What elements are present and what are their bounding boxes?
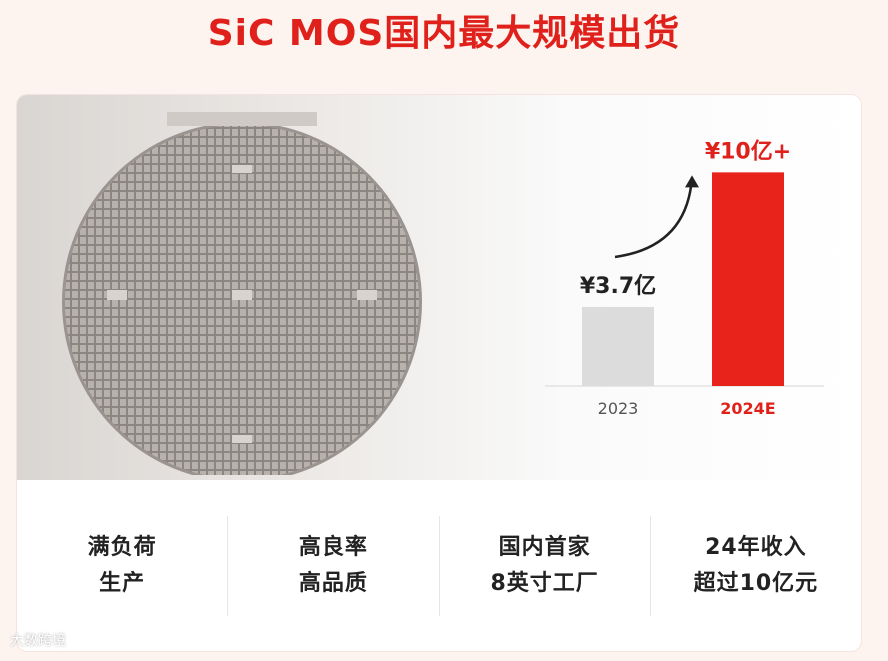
feature-line2: 生产 [99, 570, 146, 596]
content-card: ¥3.7亿 2023 ¥10亿+ 2024E 满负荷 生产 高良率 高品质 国内首家 … [17, 95, 861, 651]
feature-item: 高良率 高品质 [227, 515, 438, 616]
feature-line1: 24年收入 [705, 534, 807, 560]
hero-panel: ¥3.7亿 2023 ¥10亿+ 2024E [17, 95, 861, 482]
wafer-image [47, 110, 437, 482]
wafer-illustration [62, 112, 422, 482]
feature-item: 满负荷 生产 [17, 516, 227, 616]
features-row: 满负荷 生产 高良率 高品质 国内首家 8英寸工厂 24年收入 超过10亿元 [17, 480, 861, 651]
feature-item: 国内首家 8英寸工厂 [438, 515, 650, 616]
tick-label-2024E: 2024E [720, 399, 775, 418]
watermark: 大数跨境 [10, 633, 66, 649]
data-label-2024E: ¥10亿+ [705, 139, 791, 164]
feature-line2: 高品质 [298, 570, 368, 596]
growth-arrow-head [685, 175, 699, 188]
feature-item: 24年收入 超过10亿元 [649, 515, 861, 616]
bar-2024E [712, 172, 784, 386]
feature-line1: 满负荷 [87, 534, 157, 560]
data-label-2023: ¥3.7亿 [580, 274, 656, 299]
page-title: SiC MOS国内最大规模出货 [207, 13, 681, 54]
feature-line2: 8英寸工厂 [490, 570, 599, 596]
revenue-bar-chart: ¥3.7亿 2023 ¥10亿+ 2024E [545, 139, 824, 418]
tick-label-2023: 2023 [598, 399, 639, 418]
growth-arrow [614, 177, 694, 259]
bar-2023 [582, 306, 654, 386]
feature-line1: 高良率 [298, 534, 368, 560]
feature-line1: 国内首家 [498, 534, 591, 560]
feature-line2: 超过10亿元 [693, 570, 819, 596]
